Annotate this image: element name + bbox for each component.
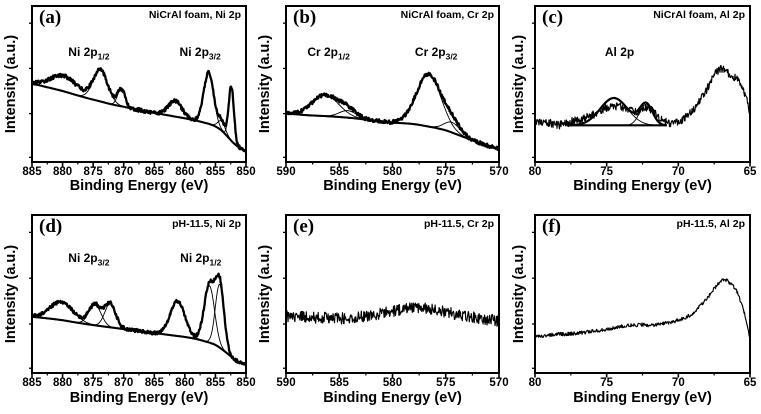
envelope-curve [32,67,246,153]
y-axis-label: Intensity (a.u.) [3,34,19,134]
x-tick-label: 585 [330,166,350,178]
axis-box [534,214,751,374]
x-tick-label: 880 [53,377,72,389]
spectrum-plot: 80 75 70 65 [529,5,757,178]
x-tick-label: 855 [206,377,226,389]
axis-box [31,214,247,374]
x-tick-label: 75 [600,377,613,389]
component-curve [391,73,467,138]
x-tick-label: 570 [489,166,508,178]
spectrum-plot: 885 880 875 870 865 860 855 850 [22,5,256,178]
spectrum-plot: 80 75 70 65 [529,214,757,389]
panel-tag: (c) [542,7,564,28]
panel-tag: (b) [293,7,317,28]
x-tick-label: 885 [22,377,42,389]
peak-label: Ni 2p1/2 [68,45,110,62]
spectrum-plot: 590 585 580 575 570 [276,214,509,389]
envelope-curve [566,96,668,127]
x-tick-label: 860 [175,166,194,178]
y-axis-label: Intensity (a.u.) [257,34,273,134]
peak-label: Ni 2p3/2 [179,45,221,62]
panel-tag: (a) [39,7,62,28]
panel-d: 885 880 875 870 865 860 855 850 Intensity (a.u.… [0,200,256,414]
x-tick-label: 590 [276,377,295,389]
component-curve [193,285,226,352]
panel-tag: (e) [293,216,315,237]
x-tick-label: 80 [529,166,542,178]
x-tick-label: 875 [84,377,104,389]
x-tick-label: 850 [236,377,255,389]
x-tick-label: 580 [383,166,402,178]
x-tick-label: 80 [529,377,542,389]
x-tick-label: 570 [489,377,508,389]
panel-title: NiCrAl foam, Cr 2p [400,9,494,21]
spectrum-plot: 590 585 580 575 570 [276,5,509,178]
y-axis-label: Intensity (a.u.) [511,34,527,134]
x-tick-label: 70 [672,377,685,389]
x-axis-label: Binding Energy (eV) [323,178,462,194]
x-tick-label: 865 [145,377,165,389]
panel-title: NiCrAl foam, Ni 2p [148,9,241,21]
x-axis-label: Binding Energy (eV) [573,390,712,406]
spectrum-plot: 885 880 875 870 865 860 855 850 [22,214,256,389]
envelope-curve [286,71,499,151]
panel-title: pH-11.5, Cr 2p [423,218,494,230]
x-tick-label: 585 [330,377,350,389]
x-tick-label: 575 [436,377,456,389]
axis-box [31,5,247,163]
peak-label: Ni 2p3/2 [68,251,110,268]
envelope-curve [32,272,246,366]
peak-label: Al 2p [604,45,635,59]
panel-tag: (f) [542,216,561,237]
panel-f: 80 75 70 65 Intensity (a.u.) (f) pH-11.5, A… [508,200,761,414]
panel-e: 590 585 580 575 570 Intensity (a.u.) (e) pH-… [254,200,509,414]
panel-title: pH-11.5, Al 2p [676,218,745,230]
x-tick-label: 875 [84,166,104,178]
axis-box [534,5,751,163]
x-axis-label: Binding Energy (eV) [573,178,712,194]
x-tick-label: 575 [436,166,456,178]
x-tick-label: 580 [383,377,402,389]
peak-label: Cr 2p1/2 [307,45,350,62]
y-axis-label: Intensity (a.u.) [257,244,273,344]
x-tick-label: 70 [672,166,685,178]
background-curve [32,315,246,366]
x-tick-label: 870 [114,377,133,389]
x-axis-label: Binding Energy (eV) [69,178,209,194]
panel-tag: (d) [39,216,63,237]
y-axis-label: Intensity (a.u.) [3,244,19,344]
x-tick-label: 855 [206,166,226,178]
x-tick-label: 65 [744,377,757,389]
peak-label: Ni 2p1/2 [180,251,222,268]
raw-spectrum-curve [535,278,750,341]
x-tick-label: 865 [145,166,165,178]
x-tick-label: 880 [53,166,72,178]
x-tick-label: 860 [175,377,194,389]
raw-spectrum-curve [535,64,750,130]
x-tick-label: 65 [744,166,757,178]
x-tick-label: 75 [600,166,613,178]
y-axis-label: Intensity (a.u.) [511,244,527,344]
x-axis-label: Binding Energy (eV) [69,390,209,406]
panel-a: 885 880 875 870 865 860 855 850 Intensity (a.u.… [0,0,256,200]
background-curve [286,112,499,150]
peak-label: Cr 2p3/2 [414,45,458,62]
panel-c: 80 75 70 65 Intensity (a.u.) (c) NiCrAl foa… [508,0,761,200]
x-axis-label: Binding Energy (eV) [323,390,462,406]
panel-title: pH-11.5, Ni 2p [172,218,241,230]
panel-b: 590 585 580 575 570 Intensity (a.u.) (b) NiC… [254,0,509,200]
panel-title: NiCrAl foam, Al 2p [653,9,745,21]
raw-spectrum-curve [286,302,499,327]
x-tick-label: 885 [22,166,42,178]
x-tick-label: 590 [276,166,295,178]
x-tick-label: 850 [236,166,255,178]
axis-box [285,214,500,374]
x-tick-label: 870 [114,166,133,178]
